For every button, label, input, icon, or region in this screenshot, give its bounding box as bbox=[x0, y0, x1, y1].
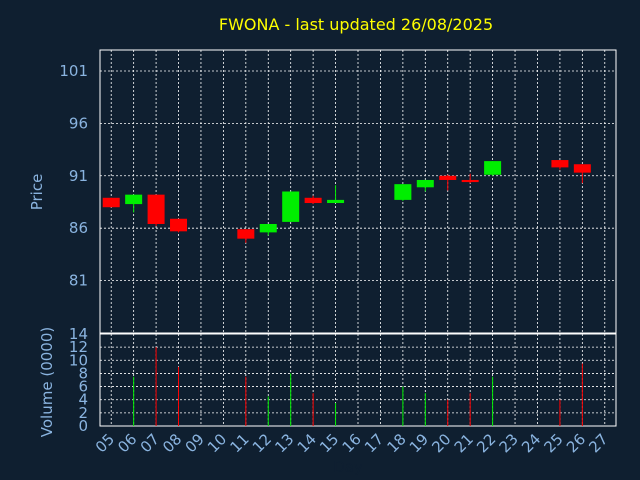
volume-bars bbox=[133, 347, 583, 426]
price-grid bbox=[100, 50, 616, 333]
candle-body bbox=[551, 160, 569, 168]
candle-body bbox=[304, 197, 322, 204]
price-tick-label: 81 bbox=[69, 272, 88, 290]
price-tick-label: 101 bbox=[59, 62, 88, 80]
candle-body bbox=[416, 179, 434, 188]
price-y-ticks: 81 86 91 96 101 bbox=[59, 62, 88, 290]
chart-title: FWONA - last updated 26/08/2025 bbox=[219, 15, 493, 34]
volume-tick-label: 12 bbox=[69, 338, 88, 356]
x-ticks: 0506070809101112131415161718192021222324… bbox=[92, 430, 612, 456]
candle-body bbox=[484, 161, 502, 175]
candle-body bbox=[170, 218, 188, 232]
candle-body bbox=[237, 229, 255, 239]
candle-body bbox=[282, 191, 300, 222]
x-axis-label: Day bbox=[333, 458, 363, 476]
volume-tick-label: 8 bbox=[78, 364, 88, 382]
candle-body bbox=[327, 199, 345, 204]
x-tick-label: 27 bbox=[585, 430, 611, 456]
candle-body bbox=[147, 194, 165, 224]
volume-tick-label: 2 bbox=[78, 404, 88, 422]
volume-tick-label: 14 bbox=[69, 325, 88, 343]
volume-tick-label: 6 bbox=[78, 378, 88, 396]
volume-tick-label: 4 bbox=[78, 391, 88, 409]
price-tick-label: 86 bbox=[69, 219, 88, 237]
candle-body bbox=[394, 184, 412, 200]
volume-grid bbox=[100, 333, 616, 427]
price-axis-label: Price bbox=[28, 174, 46, 211]
candle-body bbox=[102, 197, 120, 208]
price-panel: 81 86 91 96 101 bbox=[59, 49, 617, 334]
candle-body bbox=[461, 179, 479, 183]
candle-body bbox=[125, 194, 143, 205]
candle-body bbox=[573, 164, 591, 173]
candle-body bbox=[439, 175, 457, 180]
volume-tick-label: 0 bbox=[78, 417, 88, 435]
candle-body bbox=[259, 223, 277, 233]
volume-tick-label: 10 bbox=[69, 351, 88, 369]
price-tick-label: 96 bbox=[69, 114, 88, 132]
volume-axis-label: Volume (0000) bbox=[38, 327, 56, 437]
price-tick-label: 91 bbox=[69, 167, 88, 185]
candles bbox=[102, 160, 591, 243]
